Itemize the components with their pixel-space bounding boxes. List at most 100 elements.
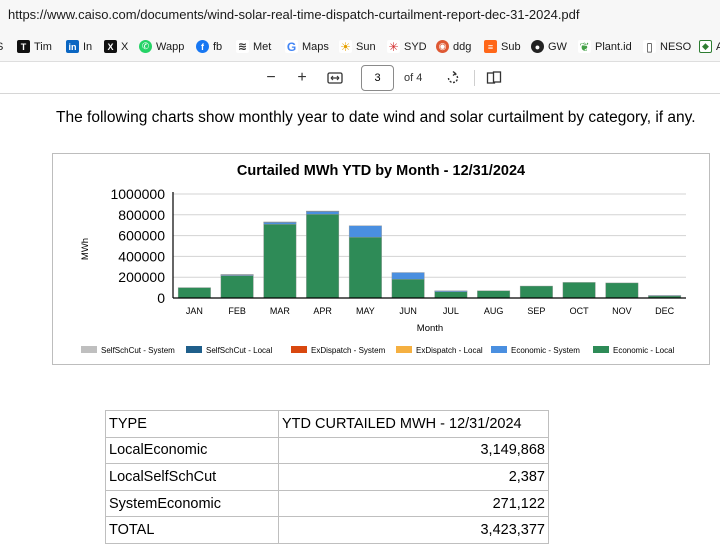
bookmark-label: Sub (501, 40, 521, 53)
legend-label: Economic - Local (613, 346, 675, 355)
substack-icon: ≡ (484, 40, 497, 53)
x-tick-label: MAY (356, 306, 375, 316)
bar-segment (391, 272, 425, 280)
x-tick-label: SEP (527, 306, 545, 316)
sun-icon: ☀ (339, 39, 352, 54)
bookmark-linkedin[interactable]: in In (66, 38, 92, 55)
pdf-toolbar: − + 3 of 4 (0, 62, 720, 94)
bar-segment (434, 290, 468, 292)
bookmark-facebook[interactable]: f fb (196, 38, 222, 55)
plus-icon: + (297, 69, 307, 86)
legend-label: ExDispatch - System (311, 346, 386, 355)
x-tick-label: AUG (484, 306, 504, 316)
fit-width-icon (327, 72, 343, 84)
bookmark-label: ddg (453, 40, 472, 53)
x-logo-icon: X (104, 40, 117, 53)
y-tick-label: 400000 (118, 248, 165, 264)
bookmark-ddg[interactable]: ◉ ddg (436, 38, 471, 55)
bar-segment (434, 291, 468, 299)
header-type: TYPE (105, 410, 279, 438)
x-tick-label: FEB (228, 306, 246, 316)
chart-grid (173, 193, 686, 278)
a-icon: ◆ (699, 40, 712, 53)
x-tick-label: NOV (612, 306, 632, 316)
bar-segment (306, 210, 340, 212)
zoom-out-button[interactable]: − (261, 68, 281, 88)
bookmark-met[interactable]: ≋ Met (236, 38, 271, 55)
legend-swatch (396, 346, 412, 353)
bar-segment (348, 225, 382, 238)
y-tick-label: 800000 (118, 207, 165, 223)
bookmark-tim[interactable]: T Tim (17, 38, 52, 55)
row-value: 271,122 (278, 489, 549, 518)
bookmark-label: SYD (404, 40, 427, 53)
bookmark-label: X (121, 40, 129, 53)
table-header-row: TYPE YTD CURTAILED MWH - 12/31/2024 (105, 410, 549, 438)
bar-segment (391, 279, 425, 299)
bar-segment (562, 282, 596, 299)
page-count: of 4 (404, 72, 423, 84)
legend-swatch (491, 346, 507, 353)
bookmark-plantid[interactable]: ❦ Plant.id (578, 38, 632, 55)
bookmark-icon: ▯ (643, 40, 656, 54)
bar-segment (263, 223, 297, 299)
table-row: LocalEconomic 3,149,868 (105, 436, 549, 465)
x-tick-label: DEC (655, 306, 675, 316)
x-axis-label: Month (417, 323, 443, 334)
bookmark-label: Sun (356, 40, 376, 53)
duckduckgo-icon: ◉ (436, 40, 449, 53)
rotate-button[interactable] (443, 68, 463, 88)
legend-swatch (593, 346, 609, 353)
row-value: 2,387 (278, 463, 549, 491)
page-view-button[interactable] (484, 68, 504, 88)
bar-segment (177, 287, 211, 299)
bookmark-label: A (716, 41, 720, 53)
bookmark-label: Tim (34, 40, 52, 53)
fit-to-page-button[interactable] (325, 68, 345, 88)
syd-icon: ✳ (387, 39, 400, 54)
bookmark-label: Wapp (156, 40, 185, 53)
legend-swatch (81, 346, 97, 353)
bookmark-syd[interactable]: ✳ SYD (387, 38, 427, 55)
page-number-input[interactable]: 3 (361, 65, 394, 91)
bookmarks-bar: S T Tim in In X X ✆ Wapp f fb ≋ Met G Ma… (0, 30, 720, 62)
bookmark-s[interactable]: S (0, 38, 3, 55)
x-tick-label: JUN (399, 306, 417, 316)
bookmark-whatsapp[interactable]: ✆ Wapp (139, 38, 184, 55)
bookmark-label: Met (253, 40, 272, 53)
row-value: 3,423,377 (278, 516, 549, 544)
bookmark-label: S (0, 41, 3, 53)
y-tick-label: 0 (157, 290, 165, 306)
bookmark-maps[interactable]: G Maps (285, 38, 329, 55)
bookmark-label: GW (548, 40, 567, 53)
table-row: SystemEconomic 271,122 (105, 489, 549, 518)
address-bar[interactable]: https://www.caiso.com/documents/wind-sol… (0, 0, 720, 30)
whatsapp-icon: ✆ (139, 40, 152, 53)
bar-segment (477, 290, 511, 299)
minus-icon: − (266, 69, 276, 86)
url-text[interactable]: https://www.caiso.com/documents/wind-sol… (8, 7, 580, 22)
t-logo-icon: T (17, 40, 30, 53)
bookmark-sub[interactable]: ≡ Sub (484, 38, 521, 55)
bookmark-label: Plant.id (595, 40, 632, 53)
bar-segment (519, 285, 553, 299)
google-icon: G (285, 39, 298, 54)
bookmark-label: Maps (302, 40, 329, 53)
intro-paragraph: The following charts show monthly year t… (56, 109, 696, 126)
zoom-in-button[interactable]: + (292, 68, 312, 88)
legend-label: Economic - System (511, 346, 580, 355)
y-axis-label: MWh (80, 238, 91, 260)
bookmark-gw[interactable]: ● GW (531, 38, 567, 55)
legend-swatch (291, 346, 307, 353)
y-tick-label: 600000 (118, 228, 165, 244)
bookmark-label: fb (213, 40, 223, 53)
bookmark-a[interactable]: ◆ A (699, 38, 720, 55)
x-tick-label: APR (313, 306, 332, 316)
legend-label: ExDispatch - Local (416, 346, 483, 355)
bookmark-neso[interactable]: ▯ NESO (643, 38, 691, 55)
bookmark-label: In (83, 40, 93, 53)
chart-legend: SelfSchCut - System SelfSchCut - Local ExD… (81, 346, 675, 355)
bookmark-sun[interactable]: ☀ Sun (339, 38, 376, 55)
bookmark-x[interactable]: X X (104, 38, 128, 55)
table-row: LocalSelfSchCut 2,387 (105, 463, 549, 491)
